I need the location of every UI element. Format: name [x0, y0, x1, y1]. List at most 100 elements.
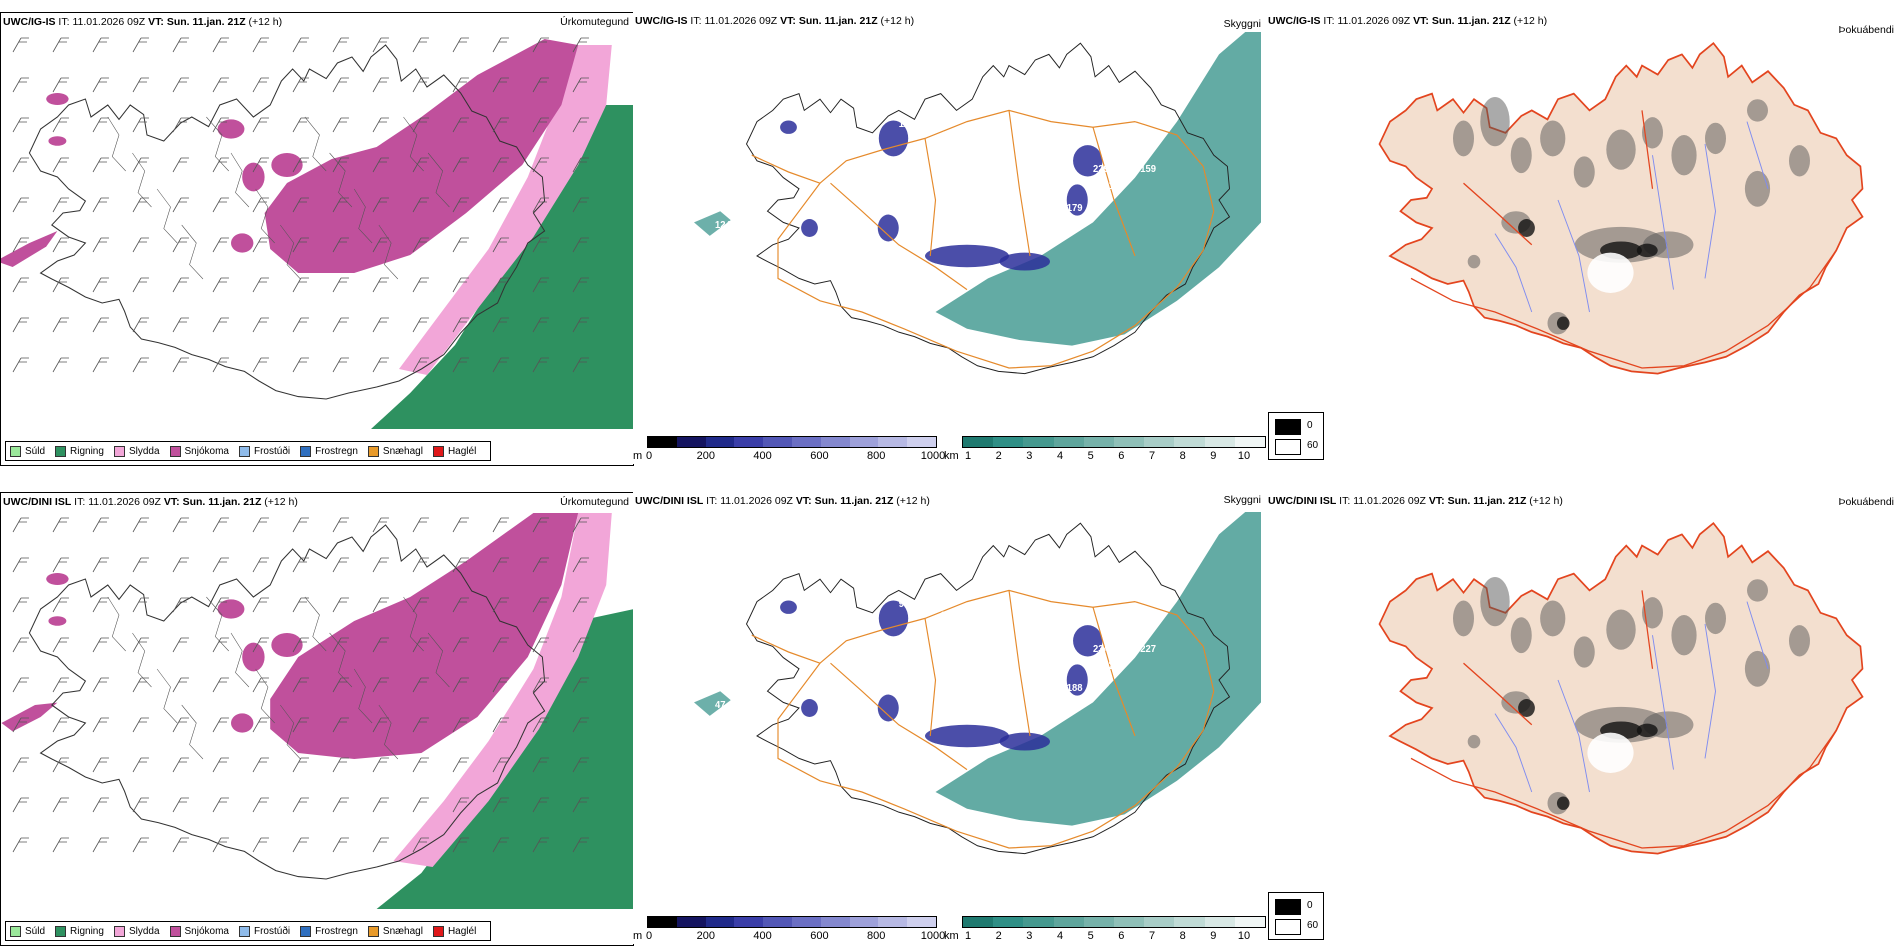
legend-item: Rigning: [55, 445, 104, 457]
wind-barb: [292, 37, 309, 53]
visibility-label: 229: [1093, 164, 1109, 175]
wind-barb: [252, 677, 269, 693]
ring-road: [777, 109, 1215, 369]
visibility-colorbar-bottom: km 1 2 3 4 5 6 7 8 9 10: [944, 916, 1269, 944]
visibility-label: 231: [983, 203, 999, 214]
wind-barb: [332, 37, 349, 53]
terrain-contour: [427, 152, 450, 208]
wind-barb: [372, 677, 389, 693]
wind-barb: [92, 237, 109, 253]
legend-item: Frostúði: [238, 445, 290, 457]
terrain-contour: [156, 668, 178, 724]
cloud-base-patch: [877, 214, 899, 242]
colorbar-step: [1023, 437, 1054, 447]
secondary-road: [751, 590, 1136, 771]
wind-barb: [92, 77, 109, 93]
colorbar-tick: 6: [1118, 930, 1125, 942]
legend-swatch: [432, 925, 444, 937]
wind-barb: [452, 557, 469, 573]
visibility-label: 70: [972, 649, 983, 660]
wind-barb: [12, 197, 29, 213]
wind-barb: [52, 77, 69, 93]
wind-barb: [52, 357, 69, 373]
it-label: IT:: [706, 495, 718, 507]
cloud-base-patch: [925, 244, 1009, 268]
wind-barb: [12, 557, 29, 573]
fog-legend-high: 60: [1307, 920, 1319, 931]
colorbar-step: [763, 917, 792, 927]
wind-barb: [332, 157, 349, 173]
wind-barb: [292, 597, 309, 613]
ceiling-colorbar-swatches: [647, 916, 937, 928]
colorbar-tick: 9: [1210, 930, 1217, 942]
panel-title: Úrkomutegund: [560, 496, 629, 508]
colorbar-step: [791, 917, 821, 927]
fog-free-area: [1587, 732, 1634, 773]
wind-barb: [92, 197, 109, 213]
model-name: UWC/DINI ISL: [3, 496, 72, 508]
wind-barb: [452, 837, 469, 853]
legend-item: Súld: [10, 445, 45, 457]
legend-label: Súld: [25, 925, 46, 937]
fog-index-blob: [1453, 120, 1474, 157]
visibility-label: 96: [899, 599, 910, 610]
panel-header: UWC/IG-IS IT: 11.01.2026 09Z VT: Sun. 11…: [1268, 15, 1547, 27]
fog-index-blob: [1789, 145, 1810, 177]
wind-barb: [492, 117, 509, 133]
legend-item: Snæhagl: [367, 445, 423, 457]
wind-barb: [52, 37, 69, 53]
wind-barb: [292, 277, 309, 293]
wind-barb: [252, 597, 269, 613]
wind-barb: [132, 37, 149, 53]
vt-value: Sun. 11.jan. 21Z: [166, 16, 246, 28]
legend-label: Snjókoma: [184, 925, 229, 937]
visibility-label: 116: [1135, 147, 1151, 158]
fog-index-blob: [1671, 615, 1697, 656]
wind-barb: [532, 277, 549, 293]
colorbar-step: [878, 917, 908, 927]
colorbar-step: [849, 437, 879, 447]
colorbar-step: [993, 917, 1024, 927]
wind-barb: [212, 557, 229, 573]
wind-barb: [412, 717, 429, 733]
wind-barb: [572, 77, 589, 93]
fog-index-blob: [1642, 117, 1663, 149]
wind-barb: [572, 37, 589, 53]
wind-barb: [532, 797, 549, 813]
wind-barb: [292, 757, 309, 773]
wind-barb: [52, 677, 69, 693]
wind-barb: [572, 317, 589, 333]
visibility-label: 210: [1109, 616, 1125, 627]
panel-header: UWC/DINI ISL IT: 11.01.2026 09Z VT: Sun.…: [3, 496, 298, 508]
terrain-contour: [378, 224, 399, 280]
wind-barb: [412, 517, 429, 533]
iceland-coastline: [28, 44, 546, 400]
sleet-area: [393, 513, 612, 867]
wind-barb: [332, 837, 349, 853]
wind-barb: [132, 317, 149, 333]
wind-barb: [532, 597, 549, 613]
wind-barb: [212, 37, 229, 53]
fog-index-blob: [1744, 170, 1771, 207]
wind-barb: [332, 277, 349, 293]
wind-barb: [572, 797, 589, 813]
visibility-label: 309: [930, 616, 946, 627]
colorbar-tick: 5: [1087, 450, 1094, 462]
it-value: 11.01.2026 09Z: [720, 495, 793, 507]
wind-barb: [412, 677, 429, 693]
visibility-label: 92: [894, 672, 905, 683]
wind-barb: [212, 277, 229, 293]
wind-barb: [172, 157, 189, 173]
visibility-label: 193: [1020, 582, 1036, 593]
visibility-label: 152: [983, 683, 999, 694]
wind-barb: [12, 357, 29, 373]
wind-barb: [372, 77, 389, 93]
wind-barb: [412, 557, 429, 573]
wind-barb: [452, 37, 469, 53]
wind-barb: [212, 237, 229, 253]
wind-barb: [92, 317, 109, 333]
fog-legend-high: 60: [1307, 440, 1319, 451]
wind-barb: [252, 117, 269, 133]
model-name: UWC/DINI ISL: [1268, 495, 1337, 507]
colorbar-step: [1083, 437, 1115, 447]
